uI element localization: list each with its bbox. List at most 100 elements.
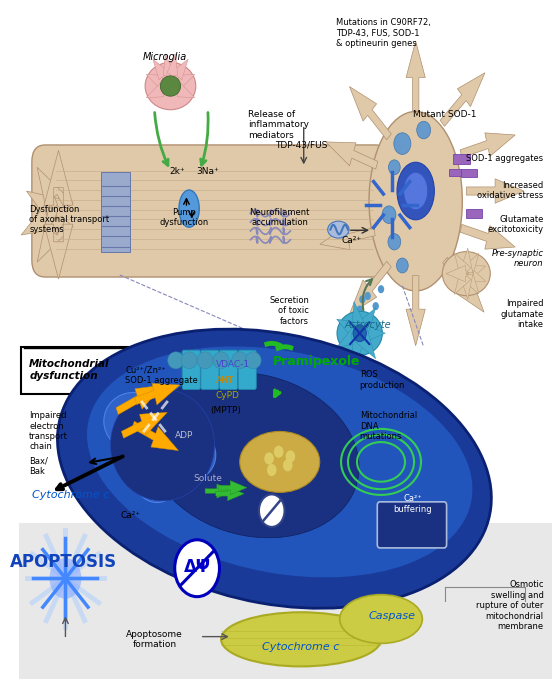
FancyArrow shape [116,385,163,415]
FancyArrow shape [205,484,233,498]
Ellipse shape [147,373,359,538]
Text: Glutamate
excitotoxicity: Glutamate excitotoxicity [488,215,544,234]
Text: Ca²⁺: Ca²⁺ [342,236,362,245]
FancyArrow shape [320,226,375,250]
FancyBboxPatch shape [453,154,470,164]
FancyArrow shape [27,191,71,234]
FancyArrow shape [460,224,515,249]
FancyArrow shape [352,333,367,365]
Text: Pump
dysfunction: Pump dysfunction [159,208,208,227]
FancyArrow shape [359,323,385,343]
FancyArrow shape [406,275,425,345]
FancyArrow shape [169,83,195,98]
FancyBboxPatch shape [201,350,219,390]
Ellipse shape [213,352,229,369]
Circle shape [389,160,400,175]
FancyArrow shape [146,83,173,98]
Ellipse shape [111,389,215,501]
Ellipse shape [328,221,349,238]
FancyArrow shape [352,301,367,334]
FancyArrow shape [455,253,471,277]
Circle shape [397,258,408,273]
Text: VDAC-1: VDAC-1 [216,360,250,369]
Circle shape [359,295,366,303]
FancyArrow shape [132,421,179,451]
Text: TDP-43/FUS: TDP-43/FUS [275,140,327,149]
Circle shape [264,452,274,464]
FancyArrow shape [354,308,375,338]
FancyBboxPatch shape [220,350,238,390]
Text: Neurofilament
accumulation: Neurofilament accumulation [249,208,310,227]
FancyArrow shape [443,257,484,312]
Ellipse shape [369,112,462,291]
Text: Impaired
electron
transport
chain: Impaired electron transport chain [29,411,68,452]
Ellipse shape [133,448,181,503]
Ellipse shape [173,431,216,479]
Text: Mitochondrial
dysfunction: Mitochondrial dysfunction [29,359,109,381]
Text: Cu²⁺/Zn²⁺
SOD-1 aggregate: Cu²⁺/Zn²⁺ SOD-1 aggregate [125,366,198,385]
Ellipse shape [353,325,367,341]
Text: 3Na⁺: 3Na⁺ [196,167,219,176]
Text: Ca²⁺
buffering: Ca²⁺ buffering [394,494,432,514]
FancyArrow shape [21,194,66,235]
Text: Pre-synaptic
neuron: Pre-synaptic neuron [492,249,544,268]
Text: APOPTOSIS: APOPTOSIS [11,554,117,571]
FancyArrow shape [466,265,486,281]
Text: (MPTP): (MPTP) [211,406,241,415]
FancyArrow shape [462,254,479,277]
Text: Secretion
of toxic
factors: Secretion of toxic factors [269,296,309,326]
Circle shape [259,494,285,527]
Text: Cytochrome c: Cytochrome c [32,490,109,500]
Text: Cytochrome c: Cytochrome c [262,642,340,652]
Circle shape [285,450,295,462]
Ellipse shape [245,352,261,369]
Text: 2k⁺: 2k⁺ [170,167,185,176]
Ellipse shape [181,352,197,369]
FancyArrow shape [37,206,73,262]
Text: ANT: ANT [216,376,234,385]
Circle shape [367,316,374,324]
Circle shape [175,540,220,596]
FancyArrow shape [122,412,167,439]
FancyArrow shape [354,328,375,358]
FancyArrow shape [446,265,466,282]
Ellipse shape [240,431,320,492]
FancyArrow shape [216,487,244,501]
FancyArrow shape [146,75,173,89]
FancyBboxPatch shape [238,350,256,390]
Text: Impaired
glutamate
intake: Impaired glutamate intake [500,299,544,329]
Ellipse shape [168,352,184,369]
FancyBboxPatch shape [449,169,461,176]
FancyArrow shape [37,167,73,223]
FancyArrow shape [169,75,195,89]
FancyArrow shape [167,54,178,88]
FancyArrow shape [168,59,188,89]
FancyArrow shape [337,319,362,341]
Ellipse shape [340,594,422,643]
FancyArrow shape [349,86,392,139]
FancyArrow shape [218,481,247,495]
Text: CyPD: CyPD [216,391,239,400]
FancyArrow shape [44,150,73,205]
Text: Pramipexole: Pramipexole [273,355,361,368]
FancyBboxPatch shape [466,209,482,218]
Circle shape [417,121,431,139]
FancyBboxPatch shape [32,145,389,277]
Text: Mutant SOD-1: Mutant SOD-1 [413,109,477,119]
Ellipse shape [145,63,196,109]
Text: Caspase: Caspase [368,611,415,621]
Circle shape [267,464,276,476]
FancyArrow shape [326,142,378,169]
Text: Astrocyte: Astrocyte [345,320,391,330]
Circle shape [357,305,363,313]
FancyBboxPatch shape [21,347,157,394]
Circle shape [364,292,371,300]
Circle shape [373,302,379,310]
Text: Increased
oxidative stress: Increased oxidative stress [477,181,544,200]
Ellipse shape [87,346,473,578]
Circle shape [388,234,401,250]
Text: Apoptosome
formation: Apoptosome formation [126,630,183,649]
Ellipse shape [161,408,206,455]
Ellipse shape [442,252,491,296]
Text: Solute: Solute [194,474,222,483]
